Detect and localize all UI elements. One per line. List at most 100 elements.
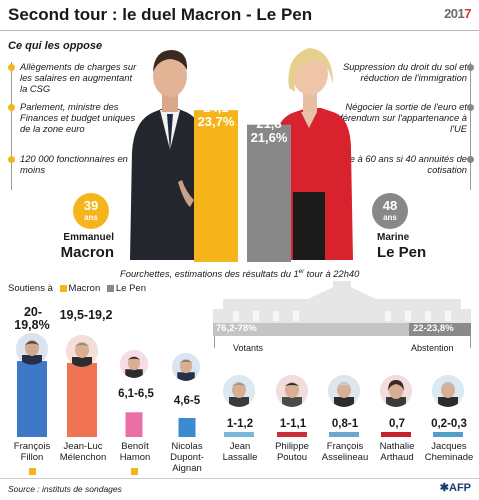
opposition-subtitle: Ce qui les oppose — [8, 40, 103, 52]
fillon-first: François — [13, 441, 51, 452]
abstention-bar — [409, 323, 471, 336]
votants-bar — [213, 323, 409, 336]
hamon-first: Benoît — [121, 441, 149, 452]
dupont-aignan-first: Nicolas — [171, 441, 203, 452]
dupont-aignan-range: 4,6-5 — [173, 395, 201, 407]
arthaud-bar — [381, 432, 411, 437]
hamon-range: 6,1-6,5 — [118, 388, 154, 400]
macron-score-line1: 24,1 — [203, 100, 229, 115]
dupont-aignan-last2: Aignan — [172, 463, 202, 474]
abstention-value: 22-23,8% — [413, 323, 454, 334]
poutou-avatar — [276, 375, 308, 407]
poutou-bar — [277, 432, 307, 437]
poutou-first: Philippe — [275, 441, 309, 452]
arthaud-avatar — [380, 375, 412, 407]
first-round-chart — [17, 361, 463, 437]
asselineau-bar — [329, 432, 359, 437]
macron-points-line — [11, 62, 12, 190]
legend-lepen-label: Le Pen — [115, 283, 146, 294]
lepen-point-dot — [467, 156, 474, 163]
votants-tick — [214, 336, 215, 348]
caption-main: Fourchettes, estimations des résultats d… — [120, 268, 299, 279]
first-round-caption: Fourchettes, estimations des résultats d… — [120, 268, 359, 279]
source-note: Source : instituts de sondages — [8, 484, 122, 494]
legend-macron-swatch — [59, 284, 67, 292]
hamon-bar — [125, 412, 143, 437]
afp-star-icon: ✱ — [439, 482, 449, 494]
fillon-name: François Fillon — [6, 441, 58, 463]
macron-point-dot — [8, 64, 15, 71]
lassalle-bar — [224, 432, 254, 437]
lassalle-name: Jean Lassalle — [213, 441, 267, 463]
lepen-point-2: Négocier la sortie de l'euro et référend… — [331, 101, 467, 134]
lassalle-last: Lassalle — [222, 452, 258, 463]
poutou-range: 1-1,1 — [279, 418, 307, 430]
lassalle-avatar — [223, 375, 255, 407]
afp-text: AFP — [449, 482, 471, 494]
fillon-bar — [17, 361, 47, 437]
macron-point-dot — [8, 156, 15, 163]
votants-value: 76,2-78% — [216, 323, 257, 334]
lepen-age-unit: ans — [383, 213, 397, 222]
asselineau-first: François — [326, 441, 364, 452]
abstention-label: Abstention — [411, 343, 454, 353]
hamon-avatar — [120, 350, 148, 378]
lassalle-range: 1-1,2 — [226, 418, 254, 430]
cheminade-avatar — [432, 375, 464, 407]
fillon-range-line1: 20- — [23, 305, 43, 319]
cheminade-first: Jacques — [431, 441, 467, 452]
lepen-score-line1: 21,8 — [256, 116, 282, 131]
lepen-score-line2: 21,6% — [250, 130, 288, 145]
fillon-last: Fillon — [20, 452, 44, 463]
dupont-aignan-name: Nicolas Dupont- Aignan — [160, 441, 214, 474]
cheminade-name: Jacques Cheminade — [421, 441, 477, 463]
arthaud-name: Nathalie Arthaud — [369, 441, 425, 463]
asselineau-last: Asselineau — [321, 452, 369, 463]
lepen-score-bar — [247, 124, 291, 262]
assembly-building-drawing — [213, 281, 471, 323]
election-2017-logo: 2017 — [444, 6, 471, 21]
arthaud-first: Nathalie — [379, 441, 415, 452]
macron-age-unit: ans — [84, 213, 98, 222]
cheminade-bar — [433, 432, 463, 437]
macron-point-1: Allègements de charges sur les salaires … — [20, 61, 137, 94]
caption-sup: er — [298, 268, 305, 275]
poutou-last: Poutou — [276, 452, 308, 463]
macron-last-name: Macron — [60, 244, 114, 261]
macron-photo — [130, 50, 208, 260]
legend-prefix: Soutiens à — [8, 283, 53, 294]
melenchon-avatar — [66, 335, 98, 367]
abstention-tick — [470, 336, 471, 348]
votants-label: Votants — [233, 343, 264, 353]
lepen-point-dot — [467, 104, 474, 111]
cheminade-range: 0,2-0,3 — [431, 418, 467, 430]
fillon-supports-macron-marker — [29, 468, 36, 475]
macron-point-dot — [8, 104, 15, 111]
melenchon-name: Jean-Luc Mélenchon — [55, 441, 111, 463]
macron-point-3: 120 000 fonctionnaires en moins — [20, 153, 128, 175]
macron-score-bar — [194, 110, 238, 262]
macron-point-2: Parlement, ministre des Finances et budg… — [20, 101, 136, 134]
finalists-chart — [194, 110, 291, 262]
lassalle-first: Jean — [229, 441, 251, 452]
lepen-last-name: Le Pen — [377, 244, 427, 261]
cheminade-last: Cheminade — [424, 452, 474, 463]
footer-divider — [0, 478, 479, 479]
logo-year-prefix: 201 — [444, 6, 465, 21]
asselineau-range: 0,8-1 — [331, 418, 359, 430]
lepen-point-dot — [467, 64, 474, 71]
macron-age-badge: 39 ans — [73, 193, 109, 229]
arthaud-last: Arthaud — [380, 452, 414, 463]
page-title: Second tour : le duel Macron - Le Pen — [8, 5, 313, 24]
dupont-aignan-bar — [178, 418, 196, 437]
arthaud-range: 0,7 — [389, 418, 405, 430]
melenchon-first: Jean-Luc — [63, 441, 103, 452]
macron-first-name: Emmanuel — [63, 232, 114, 243]
lepen-points-line — [470, 62, 471, 190]
asselineau-name: François Asselineau — [317, 441, 373, 463]
dupont-aignan-avatar — [172, 353, 200, 381]
dupont-aignan-last1: Dupont- — [170, 452, 204, 463]
lepen-age: 48 — [382, 198, 398, 213]
macron-age: 39 — [83, 198, 99, 213]
support-legend: Soutiens à Macron Le Pen — [8, 283, 146, 294]
